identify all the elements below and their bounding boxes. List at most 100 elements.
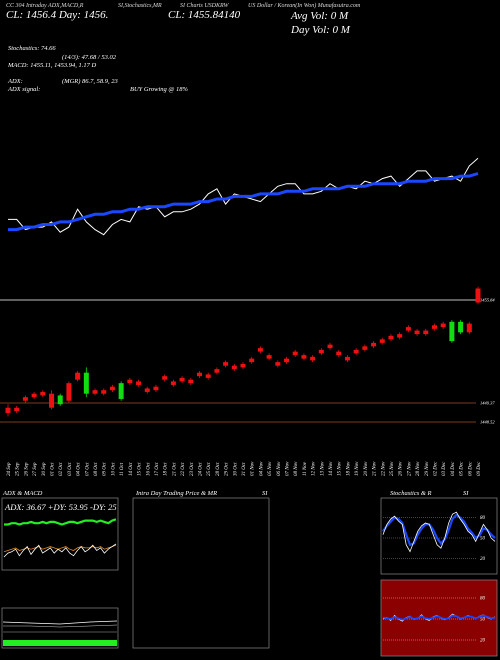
date-tick-label: 07 Nov: [286, 461, 291, 476]
date-tick-label: 19 Nov: [355, 461, 360, 476]
candle-body: [153, 386, 159, 391]
candle-body: [257, 348, 263, 352]
date-tick-label: 14 Oct: [129, 462, 134, 476]
candle-body: [14, 407, 20, 412]
date-tick-label: 06 Nov: [277, 461, 282, 476]
date-tick-label: 14 Nov: [329, 461, 334, 476]
date-tick-label: 27 Sep: [33, 462, 38, 476]
candle-body: [466, 323, 472, 333]
date-tick-label: 20 Nov: [364, 461, 369, 476]
price-axis-label: 1448.52: [480, 420, 495, 425]
date-tick-label: 13 Nov: [320, 461, 325, 476]
date-tick-label: 27 Nov: [407, 461, 412, 476]
candle-body: [49, 393, 55, 408]
main-price-chart: 1455.84 1449.37 1448.52 24 Sep 25 Sep 26 Sep 2…: [0, 157, 495, 476]
candle-body: [327, 344, 333, 349]
adx-orange-line: [3, 544, 117, 553]
candle-body: [162, 376, 168, 380]
date-tick-label: 18 Nov: [346, 461, 351, 476]
stoch-panel-title: Stochastics & R: [390, 490, 432, 497]
date-tick-label: 22 Oct: [181, 462, 186, 476]
candle-body: [397, 334, 403, 338]
candle-body: [449, 321, 455, 342]
adx-signal-label: ADX signal:: [8, 86, 41, 93]
date-tick-label: 09 Oct: [103, 462, 108, 476]
date-tick-label: 28 Nov: [416, 461, 421, 476]
date-tick-label: 03 Oct: [68, 462, 73, 476]
date-tick-label: 05 Dec: [460, 461, 465, 476]
date-tick-label: 03 Dec: [442, 461, 447, 476]
date-tick-label: 11 Oct: [120, 462, 125, 476]
date-tick-label: 29 Nov: [425, 461, 430, 476]
date-tick-label: 09 Dec: [477, 461, 482, 476]
candle-body: [127, 379, 133, 384]
candle-body: [388, 335, 394, 340]
date-tick-label: 26 Nov: [399, 461, 404, 476]
header-label-3: SI Charts USDKRW: [180, 3, 229, 9]
date-tick-label: 18 Oct: [164, 462, 169, 476]
candle-body: [301, 355, 307, 359]
adx-panel-box: [1, 497, 119, 571]
candle-body: [240, 363, 246, 368]
candle-body: [144, 388, 150, 392]
adx-white-line: [3, 543, 117, 558]
candle-body: [266, 355, 272, 359]
header-close-label: CL: 1455.84140: [168, 9, 241, 21]
date-tick-label: 26 Sep: [24, 462, 29, 476]
date-tick-label: 24 Oct: [198, 462, 203, 476]
candle-body: [275, 362, 281, 366]
date-tick-label: 21 Nov: [373, 461, 378, 476]
candle-body: [92, 390, 98, 394]
macd-line: [2, 620, 118, 625]
intra-panel-title: Intra Day Trading Price & MR: [136, 490, 218, 497]
date-tick-label: 08 Oct: [94, 462, 99, 476]
macd-histogram: [3, 640, 117, 646]
adx-values: (MGR) 86.7, 58.9, 23: [62, 78, 118, 85]
date-tick-label: 25 Nov: [390, 461, 395, 476]
candle-body: [109, 386, 115, 391]
candle-body: [310, 356, 316, 361]
candle-body: [205, 374, 211, 378]
candle-body: [66, 383, 72, 401]
rsi-level-label: 50: [480, 618, 486, 623]
candle-body: [431, 325, 437, 329]
date-tick-label: 21 Oct: [172, 462, 177, 476]
rsi-level-label: 20: [480, 639, 486, 644]
header-label-1: CC 304 Intraday ADX,MACD,R: [6, 3, 84, 9]
header-avg-vol: Avg Vol: 0 M: [291, 10, 349, 22]
stoch-level-label: 50: [480, 537, 486, 542]
date-tick-label: 06 Dec: [468, 461, 473, 476]
candle-body: [136, 381, 142, 385]
candle-body: [188, 379, 194, 384]
candle-body: [5, 407, 11, 413]
date-tick-label: 08 Nov: [294, 461, 299, 476]
rsi-blue-line: [382, 614, 496, 621]
candle-body: [414, 330, 420, 335]
macd-signal-line: [3, 624, 118, 628]
rsi-level-label: 80: [480, 597, 486, 602]
stoch-level-label: 20: [480, 557, 486, 562]
candle-body: [292, 351, 298, 356]
date-tick-label: 04 Dec: [451, 461, 456, 476]
date-tick-label: 02 Dec: [433, 461, 438, 476]
date-tick-label: 23 Oct: [190, 462, 195, 476]
date-tick-label: 15 Nov: [338, 461, 343, 476]
candle-body: [249, 358, 255, 363]
candle-body: [179, 377, 185, 382]
candle-body: [379, 339, 385, 343]
candle-body: [440, 323, 446, 328]
stoch-panel-si: SI: [463, 490, 469, 497]
date-tick-label: 12 Nov: [312, 461, 317, 476]
price-axis-label: 1449.37: [480, 401, 495, 406]
date-tick-label: 22 Nov: [381, 461, 386, 476]
candle-body: [31, 393, 37, 398]
header-day-vol: Day Vol: 0 M: [291, 24, 350, 36]
date-tick-label: 04 Nov: [259, 461, 264, 476]
candle-body: [170, 381, 176, 385]
date-tick-label: 31 Oct: [242, 462, 247, 476]
stochastics-label: Stochastics: 74.66: [8, 45, 56, 52]
adx-panel-title: ADX & MACD: [3, 490, 43, 497]
candle-body: [231, 365, 237, 370]
macd-label: MACD: 1455.11, 1453.94, 1.17 D: [8, 62, 97, 69]
